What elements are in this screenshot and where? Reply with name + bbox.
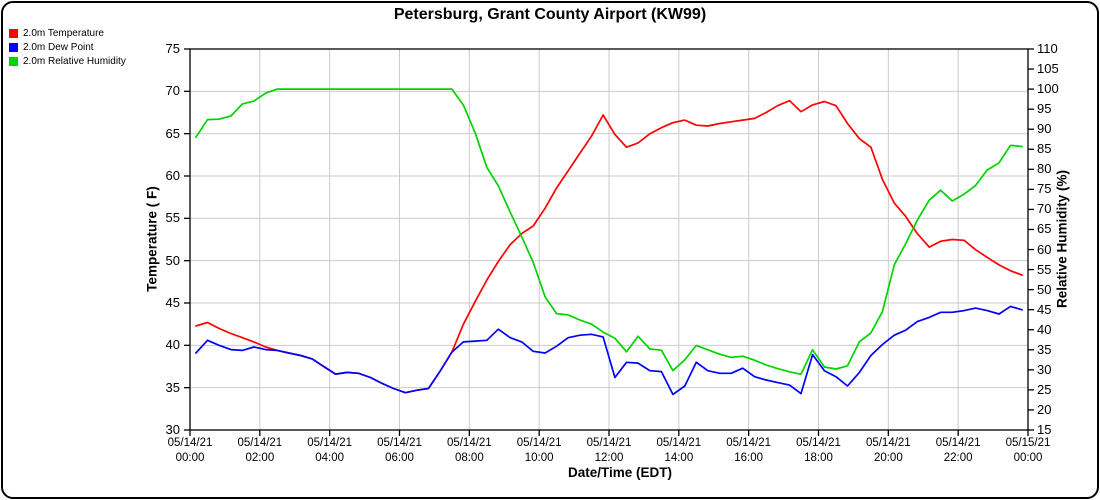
legend: 2.0m Temperature 2.0m Dew Point 2.0m Rel…	[9, 27, 126, 69]
chart-title: Petersburg, Grant County Airport (KW99)	[393, 6, 707, 23]
x-tick-label: 05/14/21 00:00	[167, 437, 213, 464]
y-tick-label-right: 45	[1037, 301, 1052, 317]
legend-item-relative-humidity: 2.0m Relative Humidity	[9, 55, 126, 68]
y-tick-label-left: 75	[165, 41, 180, 56]
legend-item-dew-point: 2.0m Dew Point	[9, 41, 126, 54]
y-tick-label-right: 75	[1037, 181, 1052, 197]
y-tick-label-right: 80	[1037, 161, 1052, 177]
y-tick-label-right: 15	[1037, 422, 1052, 437]
2-0m-dew-point-line	[195, 305, 1023, 396]
legend-item-temperature: 2.0m Temperature	[9, 27, 126, 40]
y-tick-label-left: 60	[165, 168, 180, 183]
x-tick-label: 05/14/21 14:00	[656, 437, 702, 464]
y-tick-label-left: 55	[165, 210, 180, 226]
x-tick-label: 05/14/21 10:00	[516, 437, 562, 464]
y-tick-label-left: 30	[165, 422, 180, 437]
x-tick-label: 05/14/21 04:00	[307, 437, 353, 464]
y-tick-label-right: 25	[1037, 381, 1052, 397]
y-tick-label-right: 65	[1037, 221, 1052, 237]
legend-label-temperature: 2.0m Temperature	[23, 28, 104, 39]
x-tick-label: 05/15/21 00:00	[1005, 437, 1051, 464]
y-tick-label-right: 40	[1037, 321, 1052, 337]
y-tick-label-right: 110	[1037, 41, 1058, 56]
y-tick-label-right: 20	[1037, 401, 1052, 417]
x-tick-label: 05/14/21 12:00	[586, 437, 632, 464]
y-tick-label-left: 40	[165, 337, 180, 353]
y-tick-label-right: 70	[1037, 201, 1052, 217]
temperature-swatch-icon	[9, 29, 18, 38]
dew-point-swatch-icon	[9, 43, 18, 52]
y-tick-label-left: 65	[165, 125, 180, 141]
y-tick-label-right: 50	[1037, 281, 1052, 297]
x-tick-label: 05/14/21 06:00	[377, 437, 422, 464]
y-tick-label-right: 55	[1037, 261, 1052, 277]
x-tick-label: 05/14/21 20:00	[865, 437, 911, 464]
relative-humidity-swatch-icon	[9, 57, 18, 66]
x-tick-label: 05/14/21 16:00	[726, 437, 772, 464]
y-tick-label-right: 100	[1037, 81, 1059, 97]
y-tick-label-right: 35	[1037, 341, 1052, 357]
y-axis-title-left: Temperature ( F)	[144, 186, 160, 292]
x-tick-label: 05/14/21 18:00	[796, 437, 841, 464]
y-tick-label-right: 105	[1037, 61, 1059, 77]
2-0m-relative-humidity-line	[195, 88, 1023, 376]
y-tick-label-left: 70	[165, 83, 180, 99]
legend-label-dew-point: 2.0m Dew Point	[23, 42, 94, 53]
x-tick-label: 05/14/21 22:00	[935, 437, 981, 464]
y-tick-label-right: 60	[1037, 241, 1052, 257]
x-axis-title: Date/Time (EDT)	[567, 465, 673, 480]
x-tick-label: 05/14/21 08:00	[446, 437, 492, 464]
x-tick-label: 05/14/21 02:00	[237, 437, 283, 464]
y-tick-label-right: 30	[1037, 361, 1052, 377]
legend-label-relative-humidity: 2.0m Relative Humidity	[23, 56, 126, 67]
y-tick-label-right: 95	[1037, 101, 1052, 117]
y-tick-label-left: 50	[165, 252, 180, 268]
y-tick-label-right: 90	[1037, 121, 1052, 137]
y-tick-label-left: 45	[165, 295, 180, 310]
y-tick-label-left: 35	[165, 379, 180, 395]
y-tick-label-right: 85	[1037, 141, 1052, 157]
